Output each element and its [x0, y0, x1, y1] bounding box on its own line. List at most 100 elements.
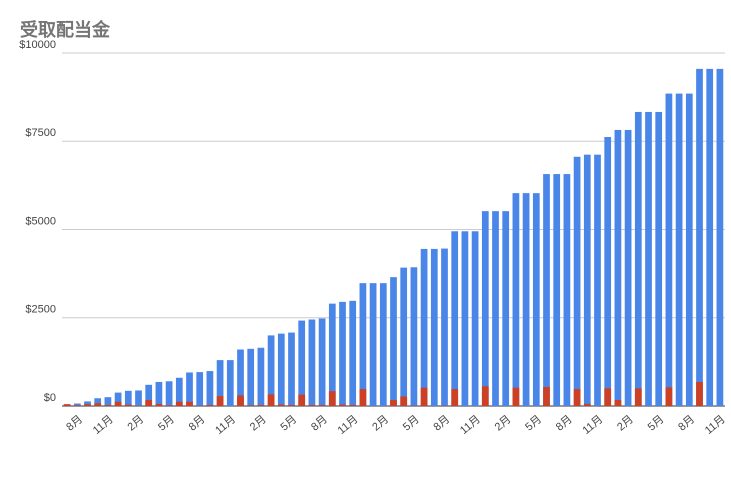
bar	[349, 300, 357, 406]
bar	[216, 360, 224, 406]
bar	[247, 405, 255, 406]
x-tick-label: 11月	[458, 413, 483, 437]
bar	[379, 283, 387, 406]
bar	[594, 154, 601, 406]
bar	[277, 404, 285, 406]
bar	[257, 347, 265, 406]
bar	[532, 193, 540, 406]
bar	[124, 390, 132, 406]
y-tick-label: $2500	[25, 304, 56, 316]
x-tick-label: 11月	[336, 413, 361, 437]
bar	[247, 348, 255, 406]
bar	[186, 401, 193, 406]
bar	[298, 394, 306, 406]
bar	[145, 399, 153, 406]
bar	[696, 381, 703, 406]
bar	[124, 404, 132, 406]
bar	[543, 386, 550, 406]
bar	[165, 405, 173, 406]
bar	[675, 93, 683, 406]
bar	[563, 174, 571, 406]
bar	[696, 68, 703, 406]
bar	[614, 129, 622, 407]
x-tick-label: 8月	[676, 413, 697, 433]
bar	[512, 193, 520, 406]
bar	[410, 267, 418, 406]
bar	[186, 372, 193, 406]
x-tick-label: 11月	[91, 413, 116, 437]
bar	[400, 267, 408, 406]
x-tick-label: 2月	[493, 413, 514, 433]
x-tick-label: 8月	[309, 413, 330, 433]
bar	[206, 404, 214, 406]
bar	[634, 388, 642, 406]
y-tick-label: $7500	[25, 127, 56, 139]
bar	[226, 360, 234, 406]
bar	[298, 320, 306, 406]
bar	[237, 395, 244, 406]
x-tick-label: 5月	[523, 413, 544, 433]
bar	[481, 386, 489, 406]
bar	[553, 174, 561, 406]
bar	[288, 332, 295, 406]
x-tick-label: 2月	[125, 413, 146, 433]
bar	[634, 111, 642, 407]
bar	[339, 301, 346, 406]
bar	[318, 404, 326, 406]
bar	[277, 333, 285, 406]
bar	[471, 231, 479, 406]
bar	[175, 377, 183, 406]
bar	[63, 404, 71, 406]
bar	[349, 404, 357, 406]
bar	[73, 403, 81, 406]
bar	[645, 111, 652, 407]
bar	[512, 387, 520, 406]
bar	[665, 387, 673, 406]
bar	[604, 388, 612, 406]
bar	[481, 211, 489, 406]
bar	[155, 403, 163, 406]
bar	[288, 404, 295, 406]
bar	[257, 404, 265, 406]
x-tick-label: 2月	[248, 413, 269, 433]
bar	[135, 390, 142, 406]
bar	[573, 156, 581, 406]
x-tick-label: 5月	[401, 413, 422, 433]
bar	[175, 401, 183, 406]
bar	[614, 399, 622, 406]
bar	[308, 404, 316, 406]
bar	[216, 396, 224, 406]
x-tick-label: 2月	[370, 413, 391, 433]
bar	[430, 248, 438, 406]
bar	[706, 68, 714, 406]
bar	[420, 387, 428, 406]
bar	[94, 403, 102, 406]
bar	[359, 283, 367, 406]
bar	[604, 137, 612, 406]
bar	[492, 211, 499, 406]
bar	[390, 399, 397, 406]
bar	[583, 154, 591, 406]
bar	[665, 93, 673, 406]
bar	[237, 349, 244, 406]
bar	[94, 398, 102, 406]
bar	[400, 396, 408, 406]
x-tick-label: 8月	[187, 413, 208, 433]
x-tick-label: 8月	[64, 413, 85, 433]
bar	[267, 335, 275, 406]
bar	[390, 277, 397, 406]
bar	[359, 389, 367, 406]
bar	[441, 248, 448, 406]
y-tick-label: $0	[44, 392, 56, 404]
bar	[502, 211, 510, 406]
x-tick-label: 2月	[615, 413, 636, 433]
bar	[573, 389, 581, 406]
bar	[114, 392, 122, 406]
bar	[461, 231, 469, 406]
bar	[206, 371, 214, 406]
bar	[328, 391, 336, 406]
chart-title: 受取配当金	[20, 19, 111, 40]
bar	[583, 403, 591, 406]
bar	[165, 381, 173, 406]
